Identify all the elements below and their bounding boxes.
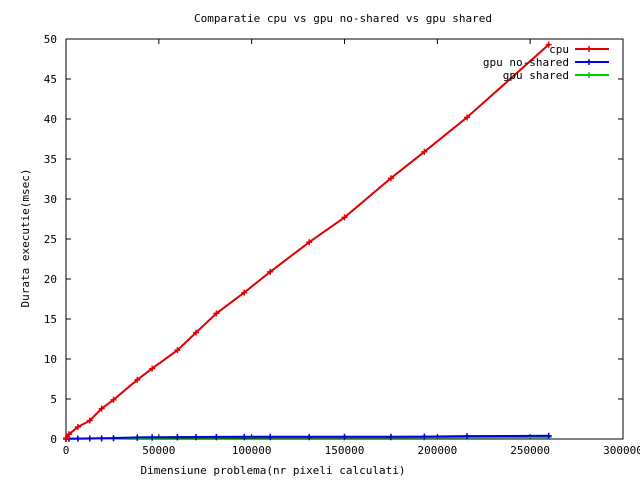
y-tick-label: 5 [50, 393, 57, 406]
data-point-cpu [306, 239, 313, 246]
x-tick-label: 250000 [510, 444, 550, 457]
data-point-gpu-no-shared [192, 434, 199, 440]
data-point-cpu [192, 329, 199, 336]
data-point-gpu-no-shared [545, 432, 552, 439]
x-tick-label: 100000 [232, 444, 272, 457]
data-point-gpu-no-shared [267, 433, 274, 440]
x-axis-title: Dimensiune problema(nr pixeli calculati) [141, 464, 406, 477]
data-point-cpu [241, 289, 248, 296]
data-point-gpu-no-shared [74, 435, 81, 442]
data-point-cpu [267, 268, 274, 275]
y-tick-label: 45 [44, 73, 57, 86]
legend-label: cpu [549, 43, 569, 56]
y-tick-label: 30 [44, 193, 57, 206]
legend-label: gpu shared [503, 69, 569, 82]
x-tick-label: 50000 [142, 444, 175, 457]
data-point-gpu-no-shared [86, 435, 93, 442]
series-layer [63, 41, 552, 442]
data-point-gpu-no-shared [174, 434, 181, 441]
x-tick-label: 150000 [325, 444, 365, 457]
legend-item-gpu-no-shared: gpu no-shared [483, 56, 609, 69]
data-point-gpu-no-shared [241, 433, 248, 440]
data-point-gpu-no-shared [213, 433, 220, 440]
y-tick-label: 20 [44, 273, 57, 286]
data-point-cpu [149, 365, 156, 372]
data-point-cpu [98, 405, 105, 412]
x-tick-label: 300000 [603, 444, 640, 457]
data-point-gpu-no-shared [421, 433, 428, 440]
y-tick-label: 15 [44, 313, 57, 326]
legend-item-cpu: cpu [549, 43, 609, 56]
y-axis-title: Durata executie(msec) [19, 168, 32, 307]
data-point-gpu-no-shared [464, 433, 471, 440]
x-tick-label: 0 [63, 444, 70, 457]
data-point-cpu [110, 396, 117, 403]
y-tick-label: 25 [44, 233, 57, 246]
plot-border [65, 38, 624, 440]
data-point-cpu [387, 175, 394, 182]
y-tick-label: 40 [44, 113, 57, 126]
data-point-cpu [464, 114, 471, 121]
chart-title: Comparatie cpu vs gpu no-shared vs gpu s… [194, 12, 492, 25]
data-point-gpu-no-shared [149, 434, 156, 441]
data-point-cpu [421, 148, 428, 155]
data-point-gpu-no-shared [341, 433, 348, 440]
data-point-gpu-no-shared [387, 433, 394, 440]
y-tick-label: 50 [44, 33, 57, 46]
data-point-gpu-no-shared [306, 433, 313, 440]
data-point-cpu [341, 214, 348, 221]
y-tick-label: 10 [44, 353, 57, 366]
legend-label: gpu no-shared [483, 56, 569, 69]
legend-item-gpu-shared: gpu shared [503, 69, 609, 82]
y-tick-label: 0 [50, 433, 57, 446]
data-point-cpu [74, 424, 81, 430]
data-point-gpu-no-shared [134, 434, 141, 441]
data-point-cpu [65, 431, 72, 438]
y-axis: 0 5 10 15 20 25 30 35 40 45 50 [44, 33, 623, 446]
data-point-cpu [174, 347, 181, 354]
y-tick-label: 35 [44, 153, 57, 166]
data-point-cpu [134, 376, 141, 383]
data-point-cpu [86, 417, 93, 424]
data-point-cpu [545, 41, 552, 48]
data-point-cpu [63, 435, 69, 442]
data-point-gpu-no-shared [98, 435, 105, 442]
x-axis: 0 50000 100000 150000 200000 250000 300000 [63, 39, 640, 457]
data-point-gpu-no-shared [110, 435, 117, 442]
plot-frame [65, 38, 624, 440]
data-point-cpu [213, 310, 220, 317]
series-cpu [63, 41, 552, 442]
x-tick-label: 200000 [417, 444, 457, 457]
